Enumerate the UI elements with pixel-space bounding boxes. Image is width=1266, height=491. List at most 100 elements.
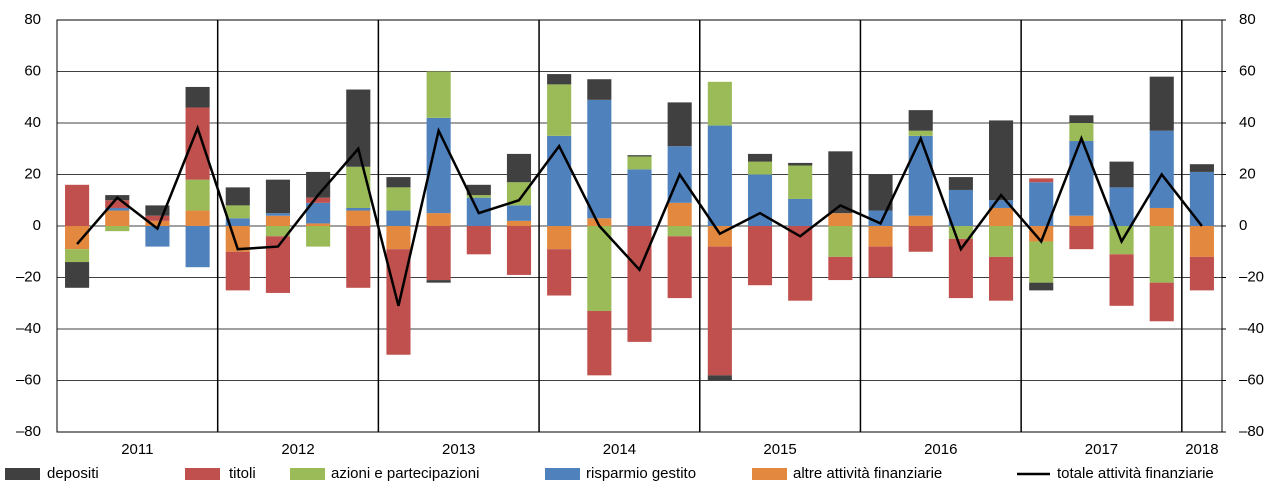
bar	[185, 86, 210, 108]
bar	[386, 187, 411, 211]
y2-tick-label: 80	[1239, 11, 1256, 28]
y2-tick-label: –20	[1239, 268, 1264, 285]
bar	[145, 226, 170, 247]
bar	[1149, 130, 1174, 208]
bar	[908, 130, 933, 136]
y2-tick-label: –80	[1239, 423, 1264, 440]
bar	[989, 200, 1014, 208]
bar	[547, 226, 572, 250]
bar	[989, 226, 1014, 257]
legend-label: titoli	[229, 465, 256, 482]
bar	[426, 213, 451, 226]
bar	[547, 135, 572, 226]
bar	[948, 189, 973, 226]
bar	[105, 200, 130, 208]
bar	[547, 74, 572, 85]
bar	[627, 226, 652, 342]
bar	[225, 205, 250, 219]
bar	[65, 184, 90, 226]
y-tick-label: 60	[24, 62, 41, 79]
bar	[306, 223, 331, 226]
bar	[386, 226, 411, 250]
bar	[908, 215, 933, 226]
bar	[707, 375, 732, 381]
bar	[707, 81, 732, 126]
legend-swatch	[290, 468, 325, 480]
y2-tick-label: 60	[1239, 62, 1256, 79]
bar	[747, 226, 773, 286]
bar	[105, 226, 130, 232]
bar	[145, 205, 170, 216]
total-line	[76, 124, 1203, 307]
bar	[346, 166, 371, 208]
bar	[747, 153, 773, 162]
y2-tick-label: –40	[1239, 320, 1264, 337]
bar	[506, 226, 532, 275]
bar	[828, 256, 853, 281]
bar	[1029, 282, 1054, 291]
bar	[1109, 161, 1134, 188]
bar	[788, 198, 813, 226]
x-group-label: 2015	[763, 441, 796, 458]
bar	[1069, 123, 1094, 142]
y-tick-label: 0	[33, 217, 41, 234]
bar	[105, 207, 130, 211]
bar	[627, 156, 652, 170]
x-group-label: 2018	[1185, 441, 1218, 458]
bar	[145, 220, 170, 226]
bar	[587, 79, 612, 100]
legend-label: altre attività finanziarie	[793, 465, 942, 482]
bar	[265, 179, 290, 214]
y-tick-label: 40	[24, 114, 41, 131]
legend-swatch	[752, 468, 787, 480]
bar	[346, 226, 371, 288]
bar	[989, 207, 1014, 226]
bar	[989, 256, 1014, 301]
bar	[306, 202, 331, 224]
plot-frame	[56, 19, 1223, 433]
bar	[828, 151, 853, 214]
bar	[506, 182, 532, 206]
bar	[386, 177, 411, 188]
bar	[306, 226, 331, 247]
bar	[426, 226, 451, 281]
bar	[506, 220, 532, 226]
bar	[185, 179, 210, 211]
legend-swatch	[185, 468, 220, 480]
bar	[667, 102, 692, 147]
bar	[265, 226, 290, 237]
bar	[466, 184, 491, 196]
bar	[466, 195, 491, 198]
bar	[667, 226, 692, 237]
bar	[65, 249, 90, 263]
bar	[65, 226, 90, 250]
bar	[587, 226, 612, 311]
bar	[185, 210, 210, 226]
legend-label: risparmio gestito	[586, 465, 696, 482]
bar	[1069, 141, 1094, 216]
bar	[868, 210, 893, 226]
bar	[185, 226, 210, 268]
bar	[1029, 178, 1054, 183]
bar	[908, 226, 933, 252]
bar	[547, 84, 572, 136]
bar	[828, 213, 853, 226]
x-group-label: 2016	[924, 441, 957, 458]
bar	[65, 262, 90, 288]
bar	[587, 99, 612, 219]
bar	[105, 210, 130, 226]
x-group-label: 2011	[121, 441, 153, 458]
bar	[1149, 226, 1174, 283]
bar	[1189, 226, 1214, 257]
y2-tick-label: 0	[1239, 217, 1247, 234]
bar	[868, 226, 893, 247]
bar	[788, 162, 813, 166]
bar	[1189, 164, 1214, 172]
bar	[225, 187, 250, 206]
bar	[747, 161, 773, 175]
bar	[908, 110, 933, 131]
bar	[1149, 207, 1174, 226]
bar	[185, 107, 210, 180]
bar	[627, 169, 652, 226]
bar	[1189, 171, 1214, 226]
